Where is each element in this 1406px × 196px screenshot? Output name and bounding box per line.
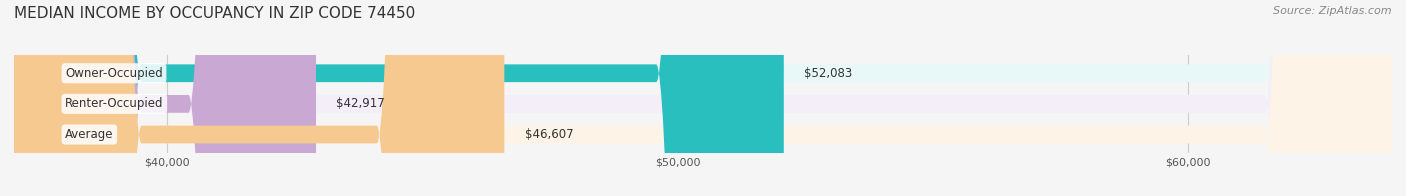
Text: MEDIAN INCOME BY OCCUPANCY IN ZIP CODE 74450: MEDIAN INCOME BY OCCUPANCY IN ZIP CODE 7… bbox=[14, 6, 415, 21]
FancyBboxPatch shape bbox=[14, 0, 505, 196]
Text: $46,607: $46,607 bbox=[524, 128, 574, 141]
Text: $52,083: $52,083 bbox=[804, 67, 852, 80]
FancyBboxPatch shape bbox=[14, 0, 1392, 196]
Text: Average: Average bbox=[65, 128, 114, 141]
FancyBboxPatch shape bbox=[14, 0, 1392, 196]
FancyBboxPatch shape bbox=[14, 0, 316, 196]
Text: Renter-Occupied: Renter-Occupied bbox=[65, 97, 163, 110]
Text: Source: ZipAtlas.com: Source: ZipAtlas.com bbox=[1274, 6, 1392, 16]
Text: $42,917: $42,917 bbox=[336, 97, 385, 110]
FancyBboxPatch shape bbox=[14, 0, 783, 196]
FancyBboxPatch shape bbox=[14, 0, 1392, 196]
Text: Owner-Occupied: Owner-Occupied bbox=[65, 67, 163, 80]
